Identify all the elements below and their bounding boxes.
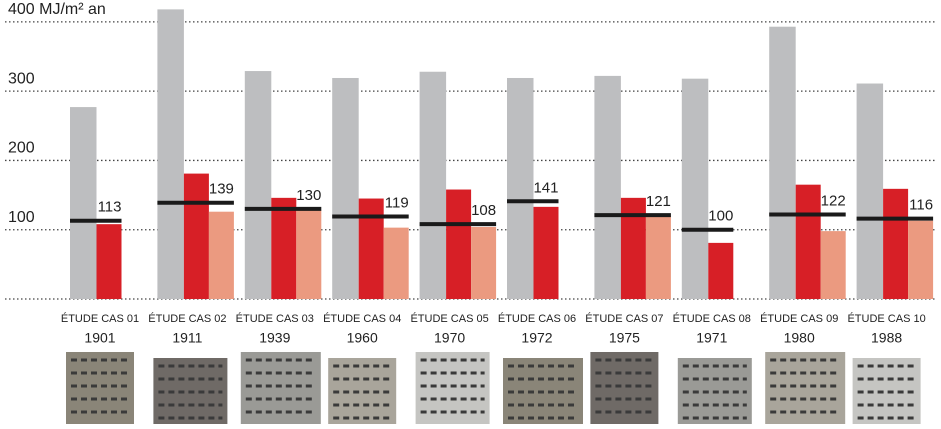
bar (96, 224, 122, 299)
value-label: 119 (385, 195, 409, 212)
category-label: ÉTUDE CAS 01 (61, 312, 139, 325)
year-label: 1972 (521, 330, 552, 346)
y-tick-label: 200 (8, 140, 35, 157)
y-tick-label: 300 (8, 70, 35, 87)
bar (183, 173, 209, 299)
value-label: 121 (646, 193, 671, 210)
category-label: ÉTUDE CAS 06 (498, 312, 576, 325)
value-label: 116 (909, 197, 933, 214)
category-label: ÉTUDE CAS 07 (585, 312, 663, 325)
bar (620, 197, 646, 299)
bar (296, 210, 322, 299)
value-label: 113 (98, 199, 122, 216)
year-label: 1971 (696, 330, 727, 346)
year-label: 1988 (871, 330, 902, 346)
bar (446, 189, 472, 299)
value-label: 108 (471, 202, 496, 219)
category-label: ÉTUDE CAS 10 (847, 312, 925, 325)
year-label: 1939 (259, 330, 290, 346)
value-label: 100 (708, 208, 733, 225)
bar (358, 198, 384, 299)
bar (383, 227, 409, 299)
category-label: ÉTUDE CAS 04 (323, 312, 401, 325)
bar (507, 77, 534, 299)
year-label: 1911 (172, 330, 202, 346)
category-label: ÉTUDE CAS 09 (760, 312, 838, 325)
category-label: ÉTUDE CAS 08 (673, 312, 751, 325)
bar (820, 231, 846, 299)
y-tick-label: 400 MJ/m² an (8, 1, 106, 18)
category-label: ÉTUDE CAS 03 (236, 312, 314, 325)
category-label: ÉTUDE CAS 02 (148, 312, 226, 325)
year-label: 1960 (347, 330, 378, 346)
bar (795, 184, 821, 299)
bar (70, 107, 97, 299)
year-label: 1980 (784, 330, 815, 346)
bar (471, 226, 497, 299)
bar (271, 197, 297, 299)
bar (908, 220, 934, 299)
year-label: 1901 (84, 330, 115, 346)
bar (594, 75, 621, 300)
bar (157, 9, 184, 300)
bar (208, 211, 234, 299)
y-tick-label: 100 (8, 209, 35, 226)
bar (883, 188, 909, 299)
bar (681, 78, 709, 300)
bar (645, 215, 671, 299)
category-label: ÉTUDE CAS 05 (410, 312, 488, 325)
bar (708, 242, 734, 299)
value-label: 139 (209, 181, 234, 198)
value-label: 122 (821, 192, 846, 209)
year-label: 1975 (609, 330, 640, 346)
bar (856, 83, 884, 300)
bar (244, 71, 272, 299)
bar (533, 206, 559, 299)
bar (769, 26, 796, 299)
value-label: 130 (296, 187, 321, 204)
year-label: 1970 (434, 330, 465, 346)
value-label: 141 (533, 179, 558, 196)
bar (332, 77, 359, 299)
bar (419, 71, 447, 299)
